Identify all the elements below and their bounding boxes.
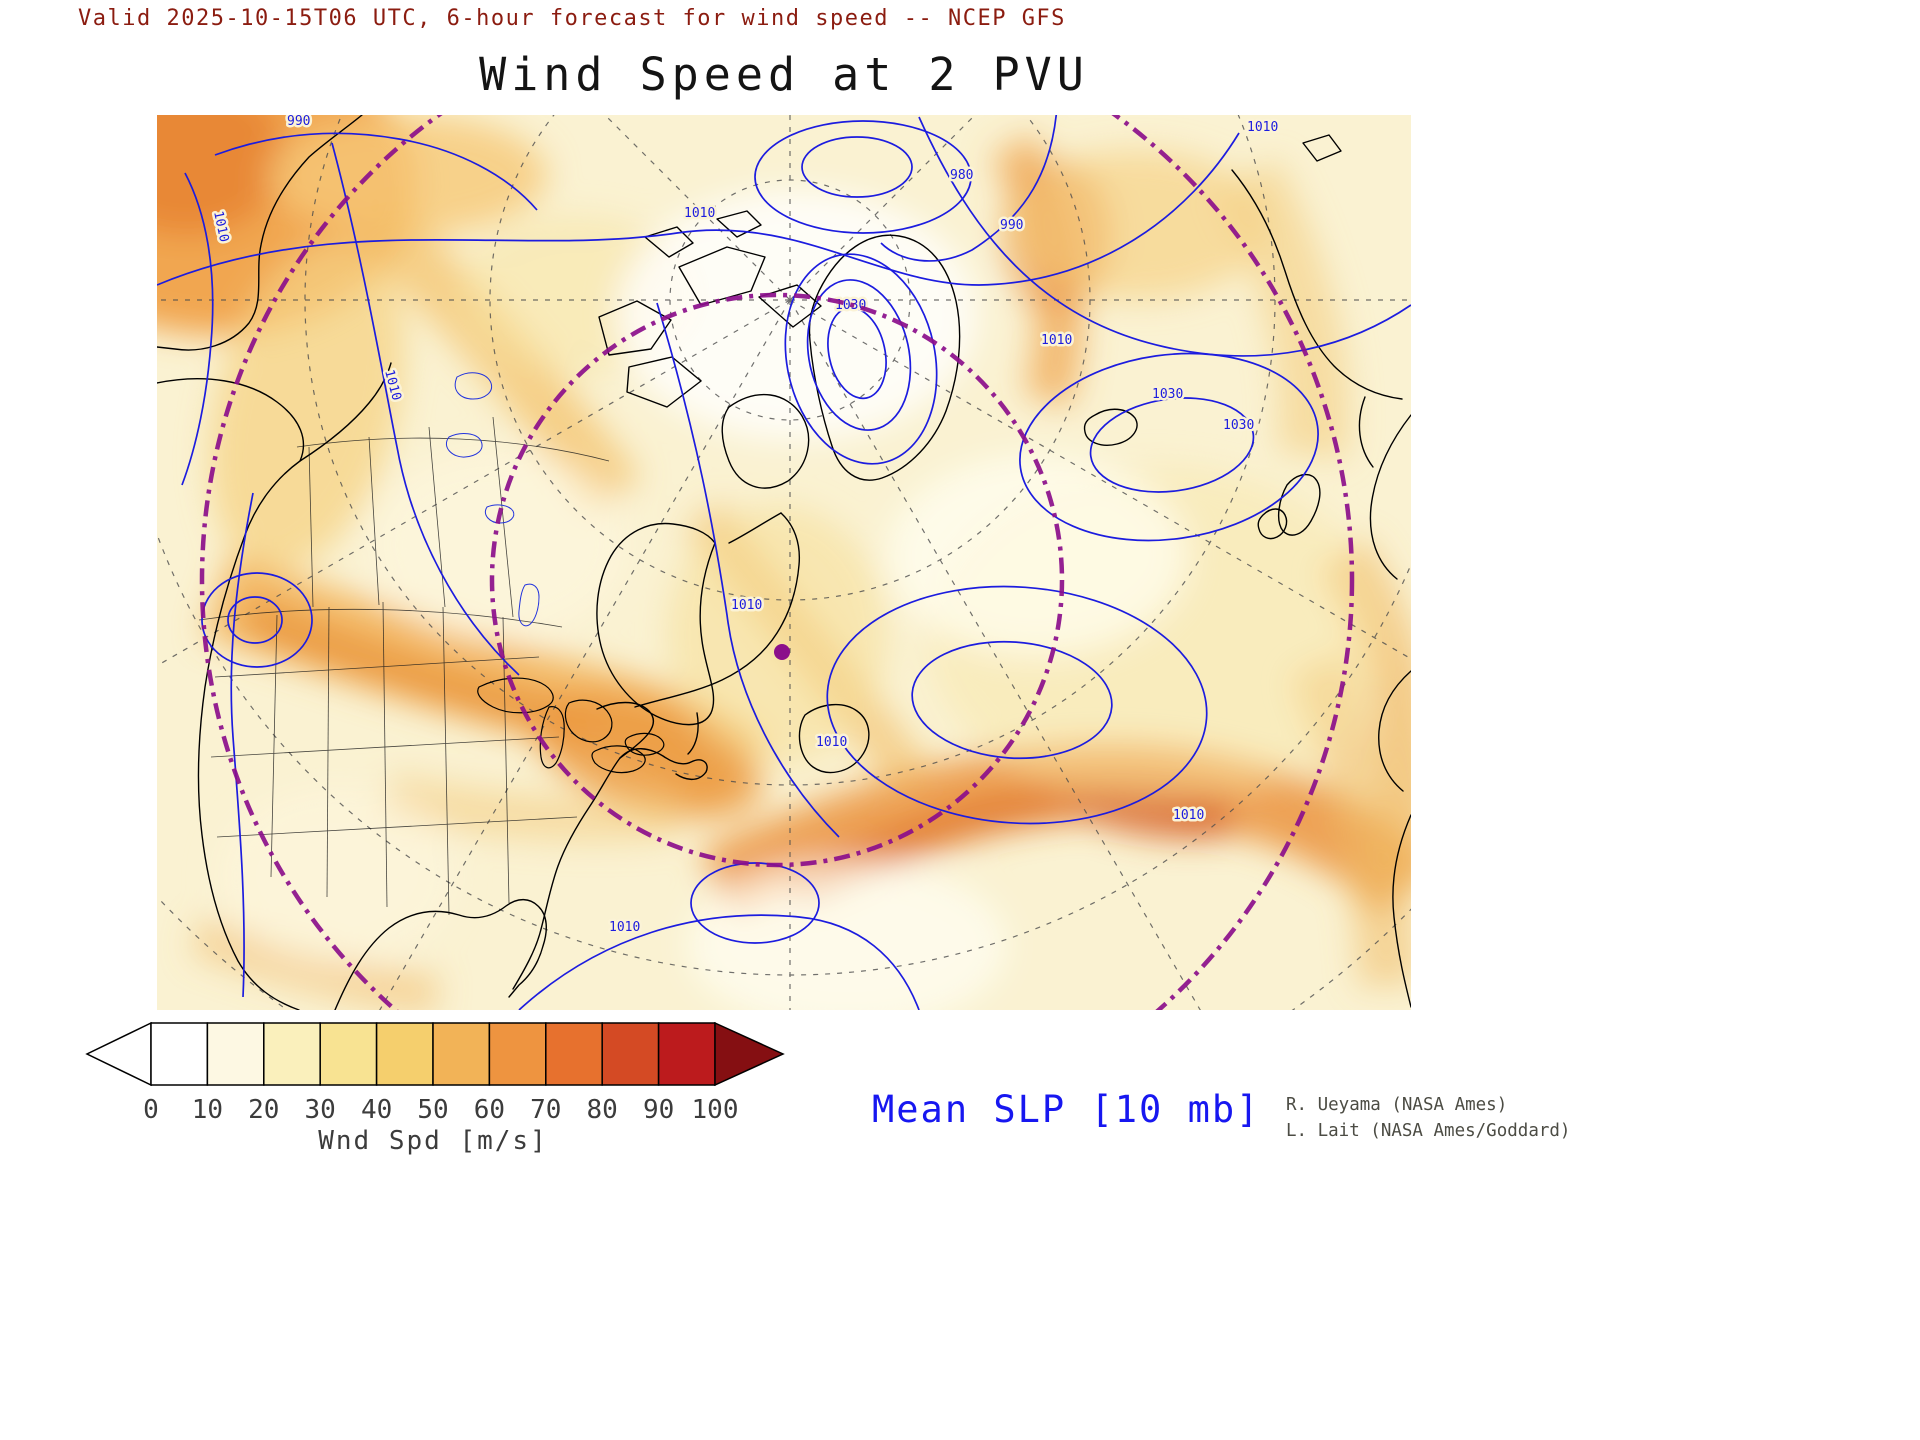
colorbar-tick: 0 [143, 1095, 159, 1125]
map-canvas: 990 1010 980 990 1030 1010 1030 1030 101… [157, 115, 1411, 1010]
colorbar-cell [488, 1022, 547, 1086]
credits: R. Ueyama (NASA Ames) L. Lait (NASA Ames/… [1286, 1092, 1570, 1144]
colorbar-tick: 20 [248, 1095, 280, 1125]
colorbar-cell [319, 1022, 378, 1086]
contour-label: 1010 [1041, 333, 1072, 348]
colorbar-unit-label: Wnd Spd [m/s] [318, 1126, 548, 1156]
valid-time-header: Valid 2025-10-15T06 UTC, 6-hour forecast… [78, 6, 1066, 31]
colorbar-over-arrow [714, 1022, 785, 1086]
colorbar-tick: 70 [530, 1095, 562, 1125]
credit-line-1: R. Ueyama (NASA Ames) [1286, 1095, 1508, 1115]
great-lakes [477, 677, 665, 774]
location-marker-dot [774, 644, 790, 660]
colorbar-cell [206, 1022, 265, 1086]
colorbar-cell [432, 1022, 491, 1086]
contour-label: 1010 [609, 920, 640, 935]
colorbar-cell [545, 1022, 603, 1086]
page-title: Wind Speed at 2 PVU [479, 48, 1089, 101]
contour-label: 1010 [1173, 808, 1204, 823]
colorbar-under-arrow [85, 1022, 152, 1086]
colorbar-cell [657, 1022, 716, 1086]
colorbar-tick: 60 [473, 1095, 506, 1125]
range-rings [199, 115, 1355, 1010]
colorbar-tick: 90 [642, 1095, 675, 1125]
contour-label: 990 [287, 115, 310, 129]
credit-line-2: L. Lait (NASA Ames/Goddard) [1286, 1121, 1571, 1141]
contour-label: 1030 [1152, 387, 1183, 402]
colorbar-cell [263, 1022, 321, 1086]
colorbar-tick: 40 [360, 1095, 393, 1125]
contour-label: 990 [1000, 218, 1023, 233]
contour-label: 1010 [684, 206, 715, 221]
slp-overlay-label: Mean SLP [10 mb] [872, 1088, 1261, 1131]
range-ring-inner [489, 292, 1065, 868]
contour-label: 1030 [1223, 418, 1254, 433]
colorbar-cell [601, 1022, 660, 1086]
colorbar-tick: 10 [191, 1095, 224, 1125]
colorbar-cell [375, 1022, 434, 1086]
contour-label: 1010 [816, 735, 847, 750]
contour-label: 1010 [1247, 120, 1278, 135]
colorbar-tick: 50 [417, 1095, 449, 1125]
slp-contours [157, 115, 1411, 1010]
inland-lakes [445, 372, 540, 627]
colorbar-tick: 100 [691, 1095, 739, 1125]
contour-label: 980 [950, 168, 973, 183]
graticule [157, 115, 1411, 1010]
colorbar [85, 1022, 785, 1086]
colorbar-tick: 80 [586, 1095, 618, 1125]
colorbar-tick: 30 [304, 1095, 336, 1125]
contour-label: 1010 [731, 598, 762, 613]
state-province-borders [198, 416, 610, 916]
wind-field-shading [157, 115, 1411, 1010]
range-ring-outer [199, 115, 1355, 1010]
wind-speed-map: 990 1010 980 990 1030 1010 1030 1030 101… [157, 115, 1411, 1010]
colorbar-cell [150, 1022, 209, 1086]
